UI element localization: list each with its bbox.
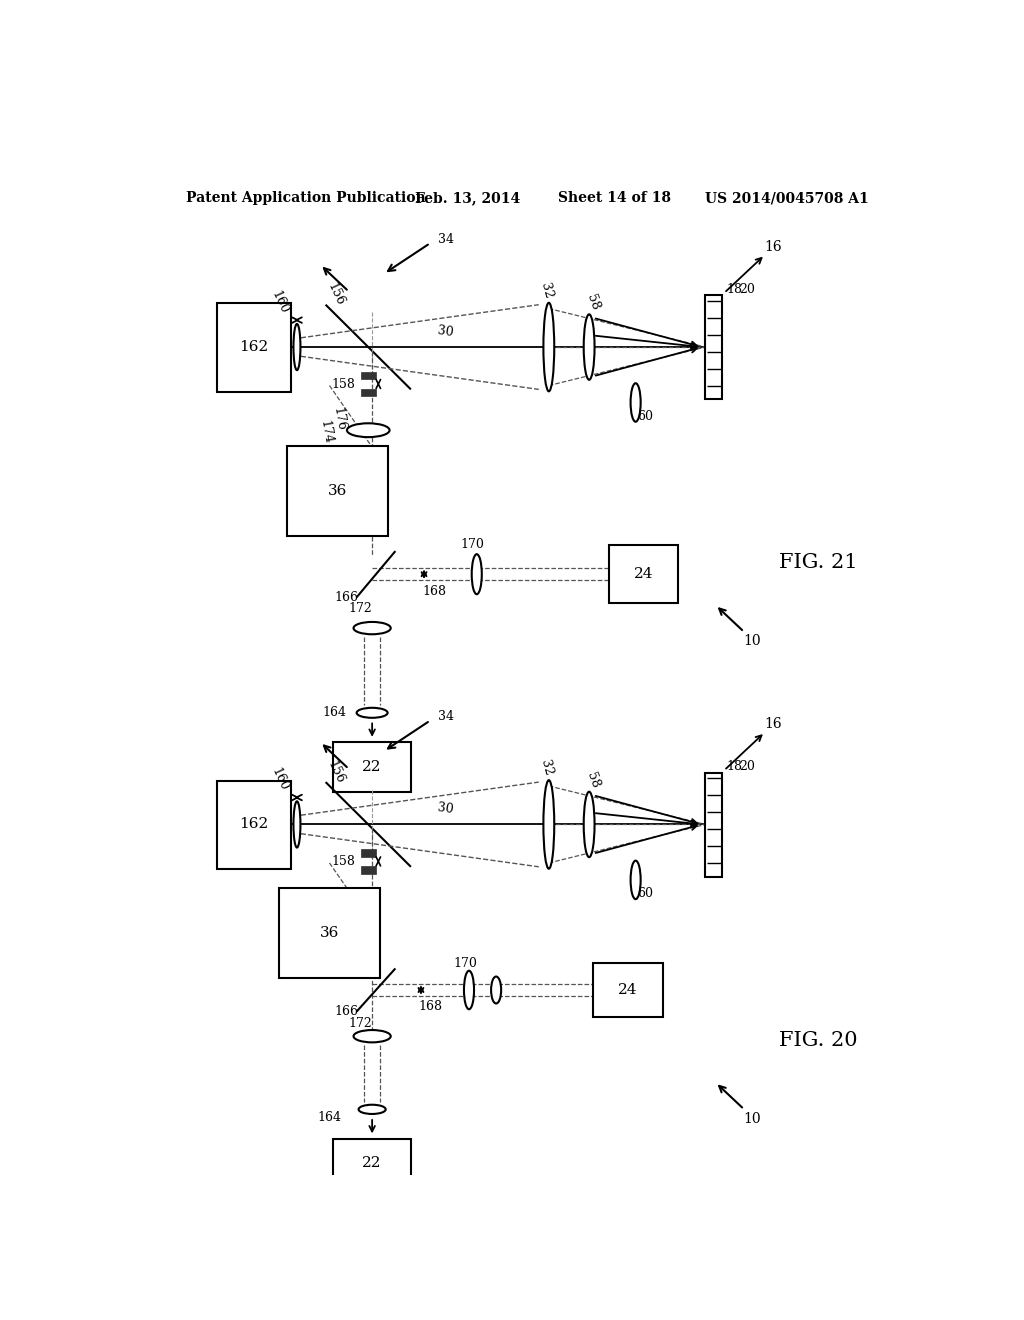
Bar [706,296,722,400]
Ellipse shape [294,323,300,370]
Text: 158: 158 [332,855,355,869]
Bar [217,780,291,869]
Text: 170: 170 [454,957,477,970]
Text: 20: 20 [739,760,756,774]
Text: 16: 16 [764,240,781,253]
Bar [360,849,376,857]
Text: Sheet 14 of 18: Sheet 14 of 18 [558,191,671,206]
Text: 20: 20 [739,282,756,296]
Text: 18: 18 [726,282,742,296]
Text: 158: 158 [332,378,355,391]
Text: 164: 164 [323,706,347,719]
Ellipse shape [584,314,595,380]
Text: 60: 60 [637,409,653,422]
Bar [360,372,376,379]
Bar [360,388,376,396]
Text: 168: 168 [418,1001,442,1014]
Bar [217,304,291,392]
Text: 60: 60 [637,887,653,900]
Text: 30: 30 [437,325,455,339]
Text: 58: 58 [584,293,602,312]
Ellipse shape [631,383,641,422]
Ellipse shape [631,861,641,899]
Text: 160: 160 [269,289,291,315]
Text: 166: 166 [335,1005,358,1018]
Text: 22: 22 [362,760,382,774]
Bar [608,545,678,603]
Text: 32: 32 [539,281,555,300]
Ellipse shape [544,302,554,391]
Bar [334,1139,411,1188]
Ellipse shape [464,970,474,1010]
Text: 156: 156 [325,281,347,309]
Ellipse shape [584,792,595,857]
Text: US 2014/0045708 A1: US 2014/0045708 A1 [706,191,869,206]
Text: 172: 172 [348,602,373,615]
Text: FIG. 21: FIG. 21 [779,553,858,572]
Ellipse shape [347,424,389,437]
Ellipse shape [492,977,501,1003]
Bar [287,446,388,536]
Text: 18: 18 [726,760,742,774]
Text: 34: 34 [438,710,454,723]
Text: 58: 58 [584,770,602,789]
Text: 156: 156 [325,759,347,785]
Text: 16: 16 [764,717,781,731]
Text: 176: 176 [331,405,347,432]
Bar [593,964,663,1016]
Text: 162: 162 [240,817,268,832]
Text: 166: 166 [335,591,358,603]
Text: 10: 10 [743,634,761,648]
Text: 160: 160 [269,766,291,793]
Ellipse shape [356,708,388,718]
Text: 172: 172 [348,1016,373,1030]
Bar [334,742,411,792]
Bar [706,774,722,876]
Text: 164: 164 [317,1110,341,1123]
Text: 10: 10 [743,1111,761,1126]
Text: 170: 170 [461,539,484,552]
Text: 24: 24 [618,983,638,997]
Text: 168: 168 [422,585,446,598]
Bar [360,866,376,874]
Ellipse shape [294,801,300,847]
Text: Patent Application Publication: Patent Application Publication [186,191,426,206]
Text: 36: 36 [319,927,339,940]
Bar [280,887,380,978]
Text: 30: 30 [437,801,455,817]
Text: 34: 34 [438,232,454,246]
Text: 32: 32 [539,759,555,777]
Ellipse shape [544,780,554,869]
Text: 162: 162 [240,341,268,354]
Ellipse shape [353,1030,391,1043]
Text: FIG. 20: FIG. 20 [779,1031,858,1049]
Text: 22: 22 [362,1156,382,1171]
Ellipse shape [358,1105,386,1114]
Ellipse shape [353,622,391,635]
Text: 24: 24 [634,568,653,581]
Text: 36: 36 [328,484,347,498]
Text: 174: 174 [317,420,334,445]
Text: Feb. 13, 2014: Feb. 13, 2014 [415,191,520,206]
Ellipse shape [472,554,481,594]
